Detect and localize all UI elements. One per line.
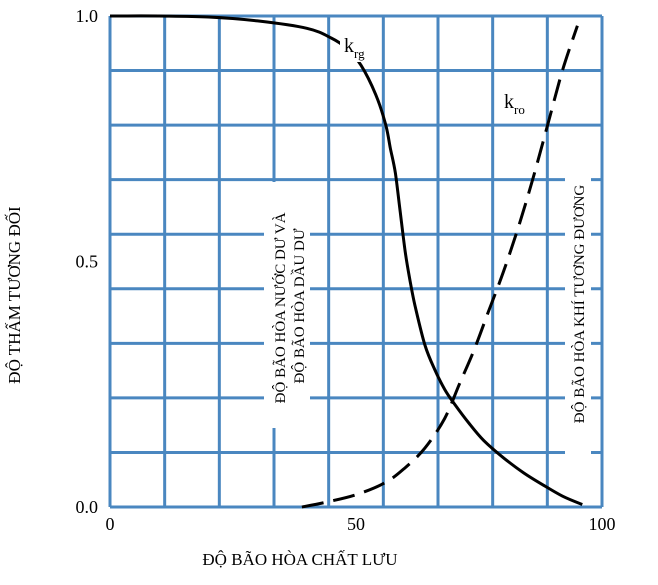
y-axis-title: ĐỘ THẤM TƯƠNG ĐỐI	[5, 206, 24, 384]
grid	[108, 14, 604, 509]
svg-text:kro: kro	[504, 91, 525, 117]
series-label-kro: kro	[500, 86, 540, 118]
svg-text:krg: krg	[344, 35, 365, 61]
annotation-equivalent-text: ĐỘ BÃO HÒA KHÍ TƯƠNG ĐƯƠNG	[571, 185, 588, 424]
annotation-residual-saturation: ĐỘ BÃO HÒA NƯỚC DƯ VÀ ĐỘ BÃO HÒA DẦU DƯ	[264, 182, 310, 428]
x-axis-title: ĐỘ BÃO HÒA CHẤT LƯU	[202, 550, 397, 569]
y-tick-label: 0.0	[76, 497, 99, 517]
y-tick-label: 1.0	[76, 6, 99, 26]
svg-text:ĐỘ BÃO HÒA NƯỚC DƯ VÀ ĐỘ: ĐỘ BÃO HÒA NƯỚC DƯ VÀ ĐỘ BÃO HÒA DẦU DƯ	[272, 209, 308, 404]
y-tick-label: 0.5	[76, 252, 99, 272]
kro-label-main: k	[504, 91, 514, 113]
x-tick-label: 0	[106, 514, 115, 534]
annotation-residual-line-2: ĐỘ BÃO HÒA DẦU DƯ	[291, 228, 308, 383]
series-label-krg: krg	[340, 30, 380, 62]
series-line-kro	[301, 25, 579, 509]
annotation-residual-line-1: ĐỘ BÃO HÒA NƯỚC DƯ VÀ	[272, 212, 289, 403]
x-tick-label: 100	[589, 514, 616, 534]
krg-label-sub: rg	[354, 46, 365, 61]
tick-labels: 0 50 100 0.0 0.5 1.0	[76, 6, 616, 534]
kro-label-sub: ro	[514, 102, 525, 117]
annotation-equivalent-gas-saturation: ĐỘ BÃO HÒA KHÍ TƯƠNG ĐƯƠNG	[565, 145, 591, 463]
series	[109, 14, 583, 509]
series-line-krg	[109, 14, 583, 506]
krg-label-main: k	[344, 35, 354, 57]
x-tick-label: 50	[347, 514, 365, 534]
